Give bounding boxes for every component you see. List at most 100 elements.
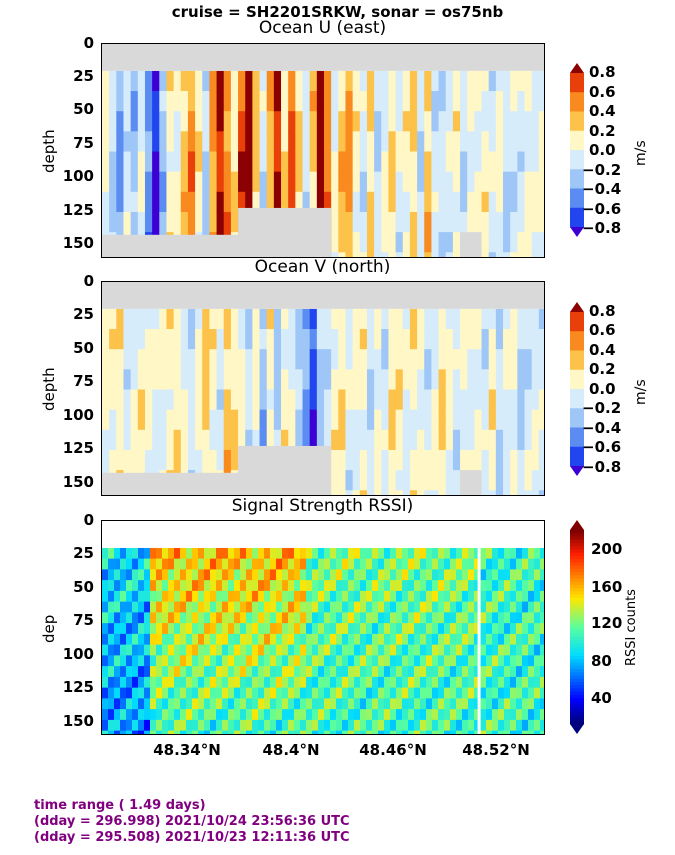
rssi-cell bbox=[132, 623, 139, 635]
rssi-cell bbox=[294, 558, 301, 570]
panel-rssi-plot[interactable] bbox=[101, 520, 545, 735]
v-cell bbox=[488, 409, 497, 431]
v-cell bbox=[144, 429, 153, 451]
rssi-cell bbox=[402, 633, 409, 646]
rssi-cell bbox=[540, 633, 544, 646]
rssi-cell bbox=[228, 655, 235, 667]
u-cell bbox=[338, 131, 347, 153]
rssi-cell bbox=[264, 612, 271, 624]
rssi-cell bbox=[198, 676, 205, 689]
rssi-cell bbox=[534, 709, 541, 721]
rssi-cell bbox=[300, 612, 307, 624]
rssi-cell bbox=[348, 547, 355, 560]
rssi-cell bbox=[126, 623, 133, 635]
rssi-colorbar-segment bbox=[570, 562, 584, 567]
v-cell bbox=[144, 409, 153, 431]
v-cell bbox=[524, 449, 533, 471]
rssi-cell bbox=[306, 687, 313, 699]
rssi-cell bbox=[150, 730, 157, 734]
rssi-cell bbox=[516, 655, 523, 667]
rssi-cell bbox=[120, 666, 127, 678]
v-cell bbox=[409, 490, 418, 495]
v-cell bbox=[273, 349, 282, 370]
v-cell bbox=[273, 409, 282, 431]
v-cell bbox=[352, 429, 361, 451]
u-cell bbox=[223, 211, 232, 233]
rssi-cell bbox=[534, 644, 541, 656]
rssi-cell bbox=[198, 623, 205, 635]
u-cell bbox=[281, 91, 289, 112]
rssi-cell bbox=[366, 687, 373, 699]
rssi-cell bbox=[444, 633, 451, 646]
panel-u-plot[interactable] bbox=[101, 43, 545, 258]
v-cell bbox=[488, 470, 497, 491]
rssi-cell bbox=[444, 666, 451, 678]
rssi-cell bbox=[312, 547, 319, 560]
rssi-cell bbox=[324, 569, 331, 581]
rssi-cell bbox=[156, 569, 163, 581]
panel-u-title: Ocean U (east) bbox=[258, 18, 387, 38]
rssi-cell bbox=[198, 687, 205, 699]
rssi-cell bbox=[480, 709, 487, 721]
rssi-cell bbox=[456, 623, 463, 635]
rssi-cell bbox=[174, 612, 181, 624]
rssi-cell bbox=[288, 698, 295, 710]
rssi-cell bbox=[354, 590, 361, 603]
u-cell bbox=[259, 70, 268, 92]
rssi-colorbar-segment bbox=[570, 720, 584, 725]
v-cell bbox=[144, 349, 153, 370]
v-cell bbox=[123, 409, 132, 431]
rssi-cell bbox=[306, 730, 313, 734]
v-cell bbox=[223, 308, 232, 330]
v-cell bbox=[503, 449, 511, 471]
rssi-cell bbox=[144, 547, 151, 560]
rssi-cell bbox=[204, 633, 211, 646]
rssi-colorbar-segment bbox=[570, 694, 584, 699]
rssi-cell bbox=[168, 612, 175, 624]
u-cell bbox=[503, 151, 511, 173]
rssi-cell bbox=[156, 580, 163, 592]
rssi-cell bbox=[240, 580, 247, 592]
rssi-cell bbox=[414, 569, 421, 581]
u-cell bbox=[123, 191, 132, 213]
rssi-cell bbox=[378, 719, 385, 732]
rssi-cell bbox=[384, 580, 391, 592]
u-cell bbox=[331, 91, 339, 112]
v-cell bbox=[202, 449, 211, 471]
u-cell bbox=[495, 131, 504, 153]
rssi-colorbar-segment bbox=[570, 604, 584, 609]
rssi-cell bbox=[378, 601, 385, 613]
v-cell bbox=[295, 369, 304, 391]
rssi-cell bbox=[156, 698, 163, 710]
v-cell bbox=[538, 369, 544, 391]
rssi-cell bbox=[204, 612, 211, 624]
v-cell bbox=[302, 308, 311, 330]
v-cell bbox=[409, 329, 418, 350]
u-cell bbox=[324, 151, 332, 173]
rssi-cell bbox=[294, 676, 301, 689]
u-cell bbox=[195, 191, 203, 213]
v-cell bbox=[374, 409, 382, 431]
v-cell bbox=[395, 369, 404, 391]
rssi-cell bbox=[108, 698, 115, 710]
u-cell bbox=[130, 171, 139, 193]
v-cell bbox=[352, 349, 361, 370]
rssi-cell bbox=[432, 633, 439, 646]
rssi-cell bbox=[396, 709, 403, 721]
rssi-cell bbox=[348, 719, 355, 732]
u-cell bbox=[144, 131, 153, 153]
rssi-cell bbox=[264, 676, 271, 689]
v-cell bbox=[187, 429, 196, 451]
u-cell bbox=[374, 232, 382, 253]
rssi-cell bbox=[210, 730, 217, 734]
rssi-cell bbox=[468, 601, 475, 613]
rssi-cell bbox=[366, 558, 373, 570]
v-cell bbox=[388, 470, 397, 491]
panel-v-plot[interactable] bbox=[101, 281, 545, 496]
v-cell bbox=[524, 369, 533, 391]
u-cell bbox=[445, 70, 454, 92]
rssi-cell bbox=[234, 633, 241, 646]
v-cell bbox=[460, 449, 468, 471]
panel-v-ytick-150: 150 bbox=[62, 473, 94, 491]
v-cell bbox=[381, 349, 390, 370]
